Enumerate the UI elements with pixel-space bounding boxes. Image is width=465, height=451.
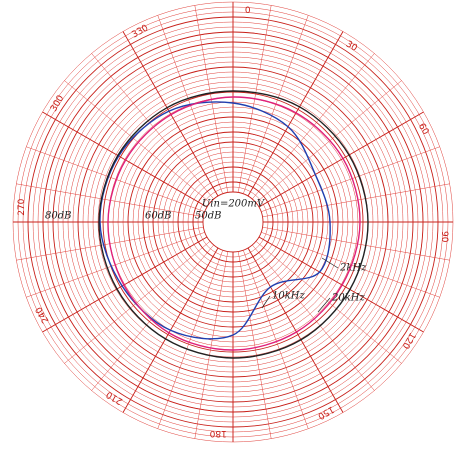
r-tick-label: 80dB [45, 211, 71, 222]
spoke [64, 80, 211, 203]
spoke [261, 146, 440, 212]
theta-tick-label: 300 [49, 94, 66, 114]
spoke [91, 244, 214, 391]
series-curve [107, 96, 361, 351]
theta-grid-line [122, 31, 219, 197]
spoke [237, 251, 272, 439]
spoke [243, 250, 309, 429]
spoke [262, 183, 450, 218]
spoke [262, 226, 450, 261]
spoke [255, 80, 402, 203]
spoke [252, 53, 375, 200]
spoke [252, 244, 375, 391]
leader-line [321, 257, 339, 269]
theta-tick-label: 90 [439, 231, 449, 243]
theta-tick-label: 30 [344, 39, 359, 54]
spoke [26, 146, 205, 212]
theta-grid-line [258, 111, 424, 208]
theta-grid-line [42, 236, 208, 333]
spoke [261, 232, 440, 298]
ring [197, 186, 269, 258]
series-label: 10kHz [272, 291, 306, 302]
spoke [255, 241, 402, 364]
theta-tick-label: 120 [400, 330, 417, 350]
theta-tick-label: 270 [17, 198, 27, 215]
leader-line [261, 295, 271, 309]
annotation: Uin=200mV [202, 199, 266, 210]
spoke [157, 250, 223, 429]
r-tick-label: 50dB [195, 211, 221, 222]
series-label: 2kHz [339, 263, 367, 274]
leader-line [317, 297, 331, 313]
r-grid-ring [192, 181, 274, 263]
grid [12, 1, 454, 443]
series-curve [99, 101, 331, 340]
theta-tick-label: 210 [105, 389, 125, 406]
theta-grid-line [247, 31, 344, 197]
theta-grid-line [258, 236, 424, 333]
series-label: 20kHz [331, 293, 366, 304]
theta-grid-line [247, 247, 344, 413]
spoke [194, 251, 229, 439]
theta-tick-label: 0 [245, 6, 251, 16]
r-tick-label: 60dB [145, 211, 171, 222]
series-curve [98, 90, 369, 359]
theta-grid-line [42, 111, 208, 208]
theta-tick-label: 180 [209, 428, 226, 438]
spoke [91, 53, 214, 200]
spoke [64, 241, 211, 364]
